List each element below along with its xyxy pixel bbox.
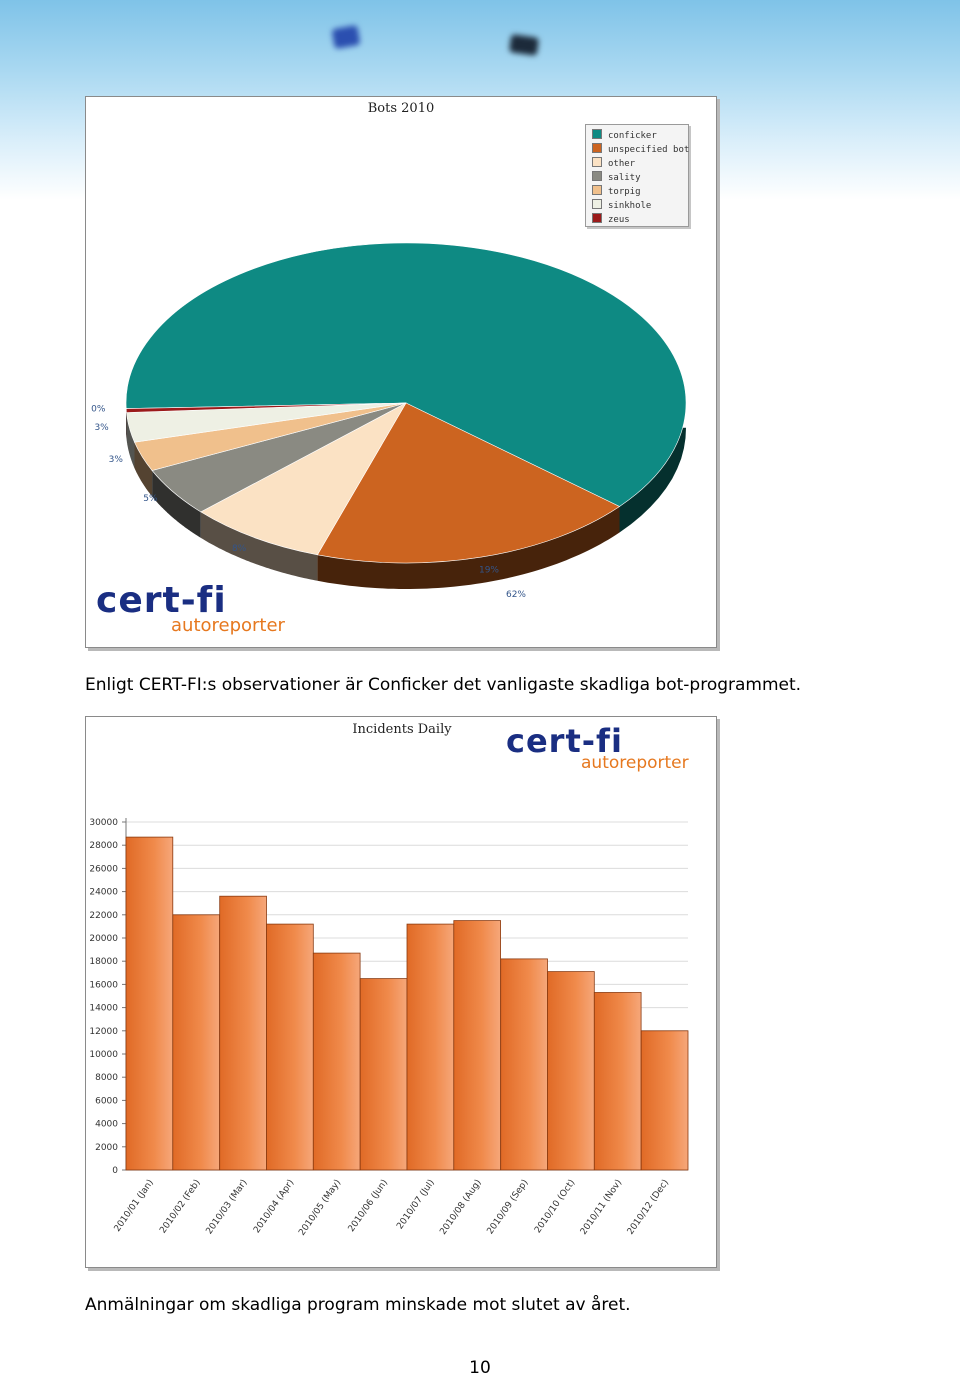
cert-fi-logo-bar: cert-fi autoreporter [506,725,689,772]
y-tick-label: 18000 [89,957,118,967]
y-tick-label: 6000 [95,1096,118,1106]
bar-chart: Incidents Daily 0 2000 4000 6000 8000 10000 120… [86,717,716,1267]
pie-label-torpig: 3% [109,455,124,465]
x-tick-label: 2010/07 (Jul) [395,1178,437,1231]
x-tick-label: 2010/09 (Sep) [486,1178,531,1236]
pie-label-other: 8% [232,544,247,554]
bar-chart-frame: Incidents Daily 0 2000 4000 6000 8000 10000 120… [85,716,717,1268]
legend-label: other [608,159,635,169]
legend-label: conficker [608,131,657,141]
legend-item-torpig: torpig [592,185,641,197]
legend-item-zeus: zeus [592,213,630,225]
bar-2 [173,915,220,1170]
x-tick-label: 2010/08 (Aug) [438,1178,483,1237]
bar-6 [360,979,407,1170]
pie-label-sinkhole: 3% [94,423,109,433]
bar-title: Incidents Daily [352,722,452,737]
x-tick-label: 2010/12 (Dec) [626,1178,671,1237]
bar-12 [641,1031,688,1170]
legend-label: zeus [608,215,630,225]
legend-item-other: other [592,157,635,169]
legend-swatch [592,199,602,209]
bar-7 [407,924,454,1170]
legend-swatch [592,129,602,139]
pie-label-unspecified-bot: 19% [479,566,499,576]
y-tick-label: 28000 [89,841,118,851]
bar-9 [501,959,548,1170]
x-tick-label: 2010/11 (Nov) [579,1178,624,1237]
bar-caption: Anmälningar om skadliga program minskade… [85,1295,631,1315]
pie-caption: Enligt CERT-FI:s observationer är Confic… [85,675,801,695]
bar-8 [454,921,501,1170]
bar-11 [594,993,641,1171]
pie-title: Bots 2010 [368,101,435,116]
x-tick-label: 2010/05 (May) [297,1178,343,1238]
x-tick-label: 2010/10 (Oct) [533,1178,577,1235]
cert-fi-logo: cert-fi autoreporter [96,583,285,635]
y-tick-label: 30000 [89,818,118,828]
pie-chart-frame: Bots 2010 62% 19% 8% 5% 3% 3% 0% conficker unspe… [85,96,717,648]
legend-label: sinkhole [608,201,651,211]
y-tick-label: 20000 [89,934,118,944]
legend-item-unspecified-bot: unspecified bot [592,143,689,155]
legend-swatch [592,143,602,153]
y-tick-label: 10000 [89,1050,118,1060]
header-decoration-shape-dark [509,34,539,56]
x-tick-label: 2010/04 (Apr) [252,1178,296,1235]
y-tick-label: 0 [112,1166,118,1176]
y-tick-label: 26000 [89,864,118,874]
pie-label-zeus: 0% [91,404,106,414]
y-tick-label: 2000 [95,1143,118,1153]
legend-swatch [592,171,602,181]
y-tick-label: 12000 [89,1027,118,1037]
legend-label: sality [608,173,641,183]
pie-label-conficker: 62% [506,590,526,600]
legend-item-sality: sality [592,171,641,183]
logo-sub-text-bar: autoreporter [581,755,689,772]
bar-3 [220,896,267,1170]
pie-legend: conficker unspecified bot other sality torpi… [585,124,689,227]
legend-label: torpig [608,187,641,197]
y-tick-label: 22000 [89,911,118,921]
x-tick-label: 2010/03 (Mar) [205,1178,250,1236]
page-number: 10 [0,1358,960,1378]
bar-1 [126,837,173,1170]
y-tick-label: 14000 [89,1004,118,1014]
y-tick-label: 16000 [89,980,118,990]
legend-item-conficker: conficker [592,129,657,141]
y-tick-label: 24000 [89,888,118,898]
logo-main-text: cert-fi [96,583,285,619]
bar-4 [267,924,314,1170]
y-tick-label: 4000 [95,1120,118,1130]
x-tick-label: 2010/06 (Jun) [347,1178,390,1234]
x-tick-label: 2010/01 (Jan) [113,1178,156,1234]
legend-item-sinkhole: sinkhole [592,199,651,211]
legend-label: unspecified bot [608,145,689,155]
logo-sub-text: autoreporter [171,617,285,635]
legend-swatch [592,157,602,167]
legend-swatch [592,213,602,223]
x-tick-label: 2010/02 (Feb) [158,1178,202,1236]
pie-label-sality: 5% [143,494,158,504]
legend-swatch [592,185,602,195]
bar-10 [548,972,595,1170]
y-tick-label: 8000 [95,1073,118,1083]
bar-5 [313,953,360,1170]
